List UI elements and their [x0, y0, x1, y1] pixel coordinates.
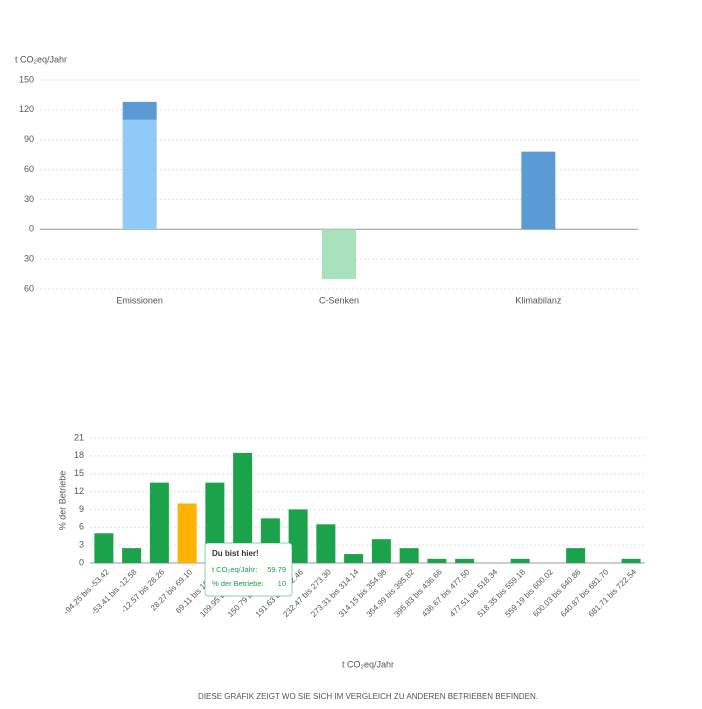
bar — [566, 548, 586, 563]
bar — [122, 548, 142, 563]
y-tick-label: 6 — [79, 522, 84, 532]
bar — [399, 548, 419, 563]
x-tick-label: 518.35 bis 559.18 — [476, 567, 528, 619]
bar — [371, 539, 391, 563]
x-tick-label: 559.19 bis 600.02 — [503, 567, 555, 619]
y-tick-label: 90 — [24, 134, 34, 144]
x-tick-label: 354.99 bis 395.82 — [365, 567, 417, 619]
y-tick-label: 0 — [79, 557, 84, 567]
x-tick-label: 600.03 bis 640.86 — [531, 567, 583, 619]
y-tick-label: 15 — [74, 468, 84, 478]
y-axis-label: % der Betriebe — [57, 471, 67, 531]
bar — [233, 452, 253, 563]
y-tick-label: 3 — [79, 540, 84, 550]
x-tick-label: 640.87 bis 681.70 — [559, 567, 611, 619]
y-tick-label: 60 — [24, 164, 34, 174]
tooltip-box — [204, 542, 293, 597]
bar-segment — [521, 151, 556, 230]
bar-segment — [122, 119, 157, 230]
bar — [427, 558, 447, 563]
y-tick-label: 120 — [19, 104, 34, 114]
y-tick-label: 0 — [29, 224, 34, 234]
tooltip-value: 10 — [278, 579, 286, 588]
x-tick-label: 395.83 bis 436.66 — [392, 567, 444, 619]
y-tick-label: 60 — [24, 283, 34, 293]
bar — [288, 509, 308, 563]
bar — [344, 554, 364, 563]
x-tick-label: -94.25 bis -53.42 — [62, 567, 111, 616]
y-tick-label: 21 — [74, 432, 84, 442]
x-tick-label: Klimabilanz — [515, 295, 562, 305]
x-tick-label: 273.31 bis 314.14 — [309, 567, 361, 619]
x-tick-label: Emissionen — [116, 295, 163, 305]
x-tick-label: 314.15 bis 354.98 — [337, 567, 389, 619]
tooltip-title: Du bist hier! — [212, 549, 259, 558]
y-tick-label: 18 — [74, 450, 84, 460]
bar-segment — [122, 101, 157, 120]
y-tick-label: 30 — [24, 194, 34, 204]
bar — [455, 558, 475, 563]
tooltip-label: t CO₂eq/Jahr: — [212, 565, 257, 574]
x-axis-label: t CO₂eq/Jahr — [342, 659, 394, 669]
tooltip-label: % der Betriebe: — [212, 579, 264, 588]
x-tick-label: C-Senken — [319, 295, 359, 305]
x-tick-label: 436.67 bis 477.50 — [420, 567, 472, 619]
bar-segment — [322, 229, 356, 280]
bar — [149, 482, 169, 563]
footer: DIESE GRAFIK ZEIGT WO SIE SICH IM VERGLE… — [198, 692, 538, 701]
bar — [510, 558, 530, 563]
bar — [316, 524, 336, 563]
y-tick-label: 150 — [19, 74, 34, 84]
tooltip-value: 59.79 — [267, 565, 286, 574]
y-tick-label: 9 — [79, 504, 84, 514]
x-tick-label: 477.51 bis 518.34 — [448, 567, 500, 619]
bar — [94, 533, 114, 563]
y-tick-label: 12 — [74, 486, 84, 496]
bar — [621, 558, 641, 563]
bar — [177, 503, 197, 563]
y-tick-label: 30 — [24, 254, 34, 264]
x-tick-label: 681.71 bis 722.54 — [587, 567, 639, 619]
y-axis-label: t CO₂eq/Jahr — [15, 54, 67, 64]
tooltip: Du bist hier! t CO₂eq/Jahr: 59.79% der Bet… — [204, 542, 293, 597]
